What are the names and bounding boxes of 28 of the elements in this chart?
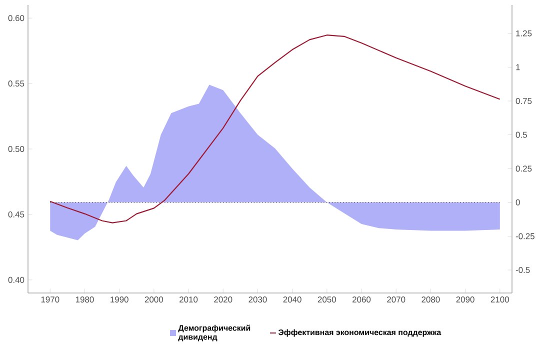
y2-tick-label: 1.25 <box>516 30 532 36</box>
x-tick-label: 2020 <box>214 296 232 303</box>
x-tick-label: 2000 <box>144 296 164 303</box>
y2-tick-label: 1 <box>516 64 520 70</box>
x-tick-label: 1980 <box>76 296 94 303</box>
x-tick-label: 2040 <box>283 296 302 303</box>
y2-tick-label: 0.75 <box>516 98 532 104</box>
x-tick-label: 2100 <box>490 296 509 303</box>
x-tick-label: 1990 <box>110 296 128 303</box>
y-tick-label: 0.55 <box>8 80 24 87</box>
y2-tick-label: 0 <box>516 199 520 206</box>
x-tick-label: 2030 <box>248 296 267 303</box>
x-tick-label: 1970 <box>41 296 60 303</box>
line-series <box>50 34 500 224</box>
x-tick-label: 2080 <box>422 296 440 303</box>
y-tick-label: 0.40 <box>8 276 24 283</box>
y2-tick-label: 0.25 <box>516 166 532 172</box>
x-tick-label: 2060 <box>352 296 371 303</box>
y2-tick-label: -0.5 <box>516 267 530 274</box>
y2-tick-label: 0.5 <box>516 132 527 138</box>
y-tick-label: 0.50 <box>8 146 24 152</box>
y-tick-label: 0.45 <box>8 211 24 218</box>
y-tick-label: 0.60 <box>8 15 24 22</box>
y2-tick-label: -0.25 <box>516 233 534 240</box>
x-tick-label: 2010 <box>180 296 198 303</box>
x-tick-label: 2050 <box>318 296 336 303</box>
x-tick-label: 2090 <box>456 296 474 303</box>
x-tick-label: 2070 <box>387 296 406 303</box>
